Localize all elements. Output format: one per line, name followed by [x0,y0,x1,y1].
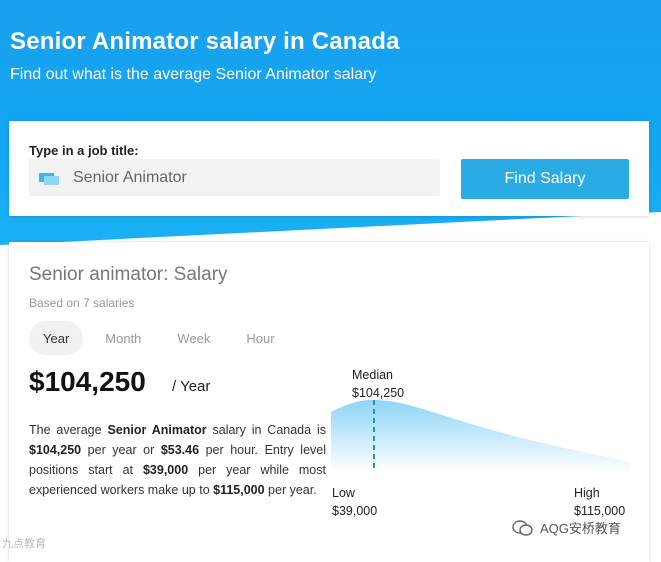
low-title: Low [332,486,355,500]
desc-text: The average [29,423,108,437]
period-tabs: Year Month Week Hour [29,321,297,355]
high-title: High [574,486,600,500]
job-title-field[interactable] [29,159,440,196]
desc-text: per hour. Entry level positions start at [29,443,326,477]
desc-text: salary in Canada is [206,423,326,437]
hero-slant-shape [0,212,661,245]
search-card: Type in a job title: Find Salary [9,121,649,216]
median-title: Median [352,368,393,382]
desc-job: Senior Animator [107,423,207,437]
find-salary-button[interactable]: Find Salary [461,159,629,199]
tab-month[interactable]: Month [105,330,142,346]
job-title-icon [39,172,59,185]
distribution-curve [331,400,631,472]
page-subtitle: Find out what is the average Senior Anim… [10,66,377,83]
salary-amount: $104,250 [29,366,146,397]
high-label: High $115,000 [574,484,625,520]
desc-yearly: $104,250 [29,443,82,457]
watermark-right: AQG安桥教育 [512,518,621,537]
job-title-input[interactable] [71,167,415,188]
low-label: Low $39,000 [332,484,377,520]
wechat-icon [512,519,533,536]
salary-card: Senior animator: Salary Based on 7 salar… [9,242,649,562]
salary-distribution-chart [331,400,631,472]
salary-description: The average Senior Animator salary in Ca… [29,420,326,500]
median-value: $104,250 [352,386,405,400]
tab-hour[interactable]: Hour [246,330,275,346]
job-title-label: Type in a job title: [29,143,139,158]
desc-entry: $39,000 [142,463,189,477]
desc-text: per year. [264,483,317,497]
high-value: $115,000 [574,504,626,518]
median-label: Median $104,250 [352,366,404,402]
salary-period: / Year [172,378,211,395]
desc-hourly: $53.46 [160,443,200,457]
tab-week[interactable]: Week [177,330,211,346]
tab-year[interactable]: Year [29,321,84,355]
desc-text: per year while most experienced workers … [29,463,326,497]
desc-max: $115,000 [213,483,265,497]
page-title: Senior Animator salary in Canada [10,28,400,55]
desc-text: per year or [81,443,161,457]
watermark-text: AQG安桥教育 [540,521,621,536]
salary-card-title: Senior animator: Salary [29,264,228,285]
low-value: $39,000 [332,504,378,518]
based-on-count: Based on 7 salaries [29,296,135,310]
watermark-left: 九点教育 [2,538,46,550]
